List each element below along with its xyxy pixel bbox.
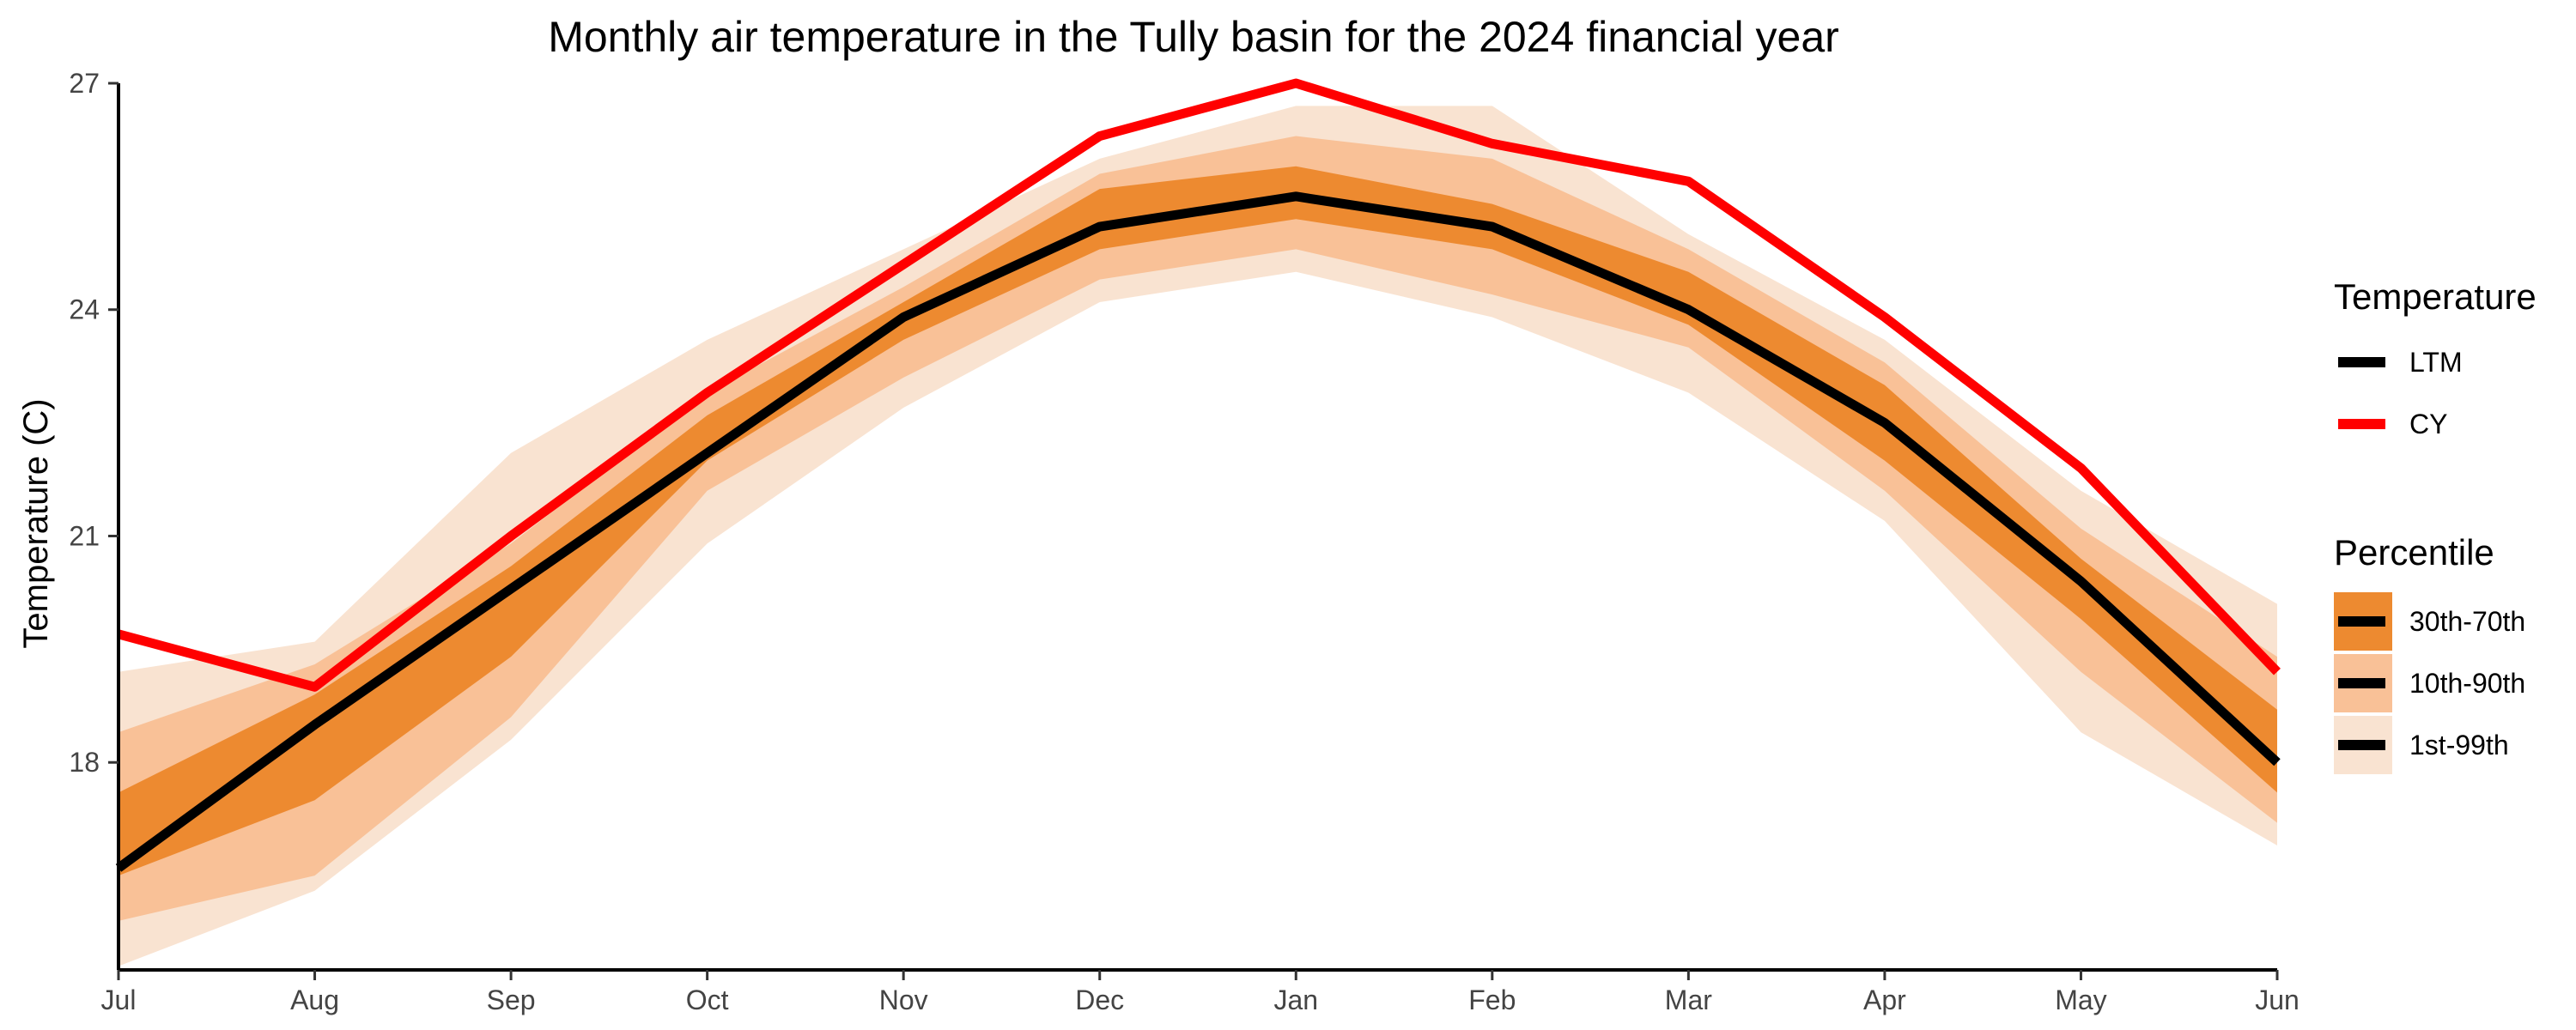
axes: 18 21 24 27 Jul Aug Sep Oct Nov Dec Jan Feb Mar Apr Ma…	[69, 68, 2299, 1015]
y-tick-label: 27	[69, 68, 100, 99]
legend-label-10th-90th: 10th-90th	[2409, 668, 2525, 699]
legend-label-1st-99th: 1st-99th	[2409, 730, 2509, 760]
series-line-ltm	[115, 191, 2281, 872]
band-30th-70th	[118, 166, 2277, 876]
x-tick-label: Nov	[879, 985, 928, 1015]
series-line-cy	[117, 78, 2281, 692]
x-tick-label: Sep	[487, 985, 536, 1015]
x-tick-label: May	[2055, 985, 2106, 1015]
x-tick-label: Dec	[1075, 985, 1124, 1015]
x-tick-label: Aug	[290, 985, 339, 1015]
y-tick-label: 18	[69, 747, 100, 778]
legend-label-cy: CY	[2409, 409, 2447, 439]
y-axis-title: Temperature (C)	[17, 398, 55, 648]
x-tick-label: Apr	[1863, 985, 1906, 1015]
y-tick-label: 21	[69, 520, 100, 551]
legend: Temperature LTM CY Percentile 30th-70th 10th-…	[2334, 276, 2537, 774]
legend-title-temperature: Temperature	[2334, 276, 2537, 317]
x-tick-label: Jun	[2255, 985, 2300, 1015]
x-tick-label: Oct	[686, 985, 729, 1015]
x-tick-label: Jul	[101, 985, 137, 1015]
chart-title: Monthly air temperature in the Tully bas…	[548, 13, 1839, 61]
legend-label-30th-70th: 30th-70th	[2409, 606, 2525, 637]
series-lines	[115, 78, 2281, 872]
y-tick-label: 24	[69, 294, 100, 325]
x-tick-label: Jan	[1273, 985, 1318, 1015]
x-tick-label: Feb	[1468, 985, 1516, 1015]
percentile-bands	[118, 106, 2277, 966]
x-tick-label: Mar	[1665, 985, 1712, 1015]
legend-title-percentile: Percentile	[2334, 532, 2494, 573]
legend-label-ltm: LTM	[2409, 347, 2463, 378]
